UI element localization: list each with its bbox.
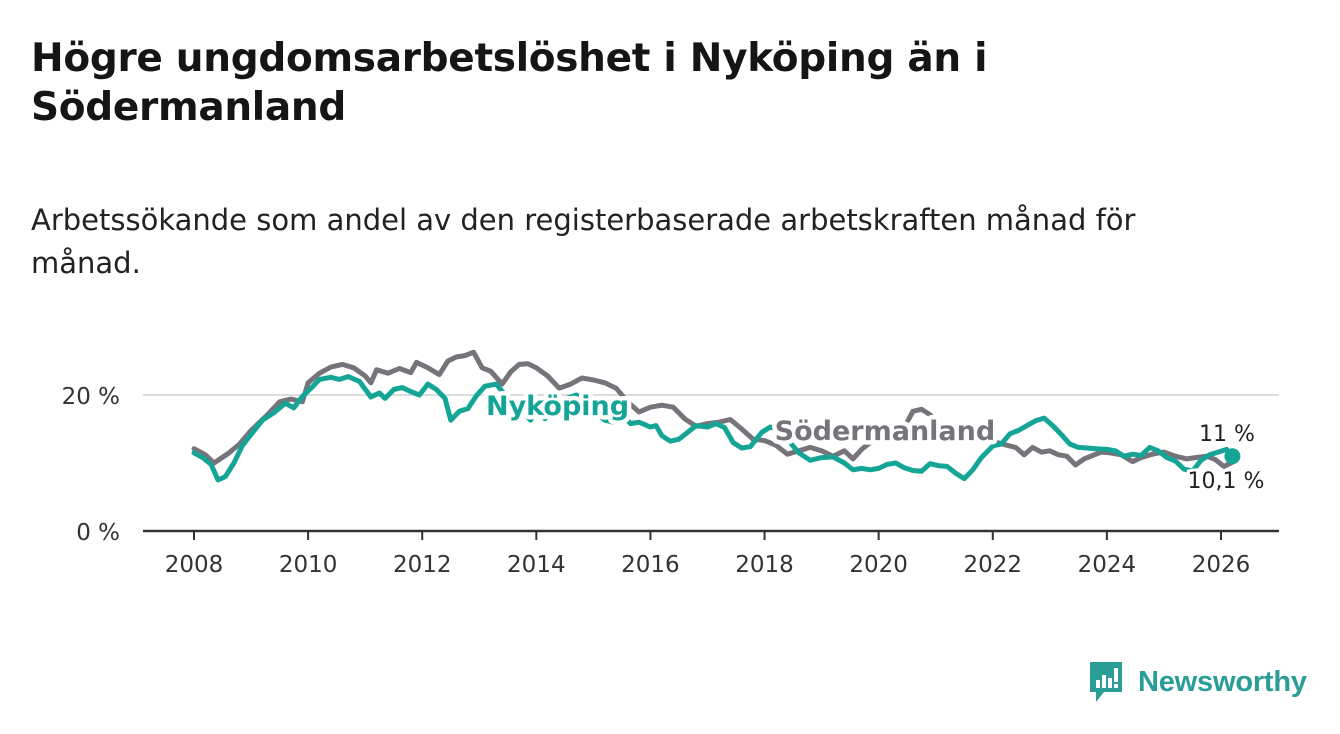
chart-title: Högre ungdomsarbetslöshet i Nyköping än … — [31, 36, 988, 130]
end-label-sodermanland: 10,1 % — [1188, 469, 1265, 494]
chart-subtitle: Arbetssökande som andel av den registerb… — [31, 203, 1136, 280]
brand-name: Newsworthy — [1138, 665, 1307, 698]
x-tick-label: 2018 — [735, 552, 794, 578]
chart-labels: Nyköping Södermanland 11 % 10,1 % — [481, 387, 1267, 498]
x-tick-label: 2026 — [1192, 552, 1251, 578]
x-axis: 2008 2010 2012 2014 2016 2018 2020 2022 2024 2026 — [143, 529, 1279, 578]
end-label-nykoping: 11 % — [1199, 422, 1255, 447]
x-tick-label: 2012 — [393, 552, 452, 578]
series-label-nykoping: Nyköping — [486, 391, 629, 422]
brand-logo: Newsworthy — [1088, 660, 1307, 704]
series-label-sodermanland: Södermanland — [775, 416, 996, 447]
x-tick-label: 2014 — [507, 552, 566, 578]
x-tick-label: 2024 — [1078, 552, 1137, 578]
series-line-nykoping — [191, 374, 1235, 483]
series-line-sodermanland — [191, 349, 1235, 469]
x-tick-label: 2016 — [621, 552, 680, 578]
newsworthy-logo-icon — [1090, 662, 1122, 702]
chart-series — [191, 349, 1241, 483]
grid-lines: 0 % 20 % — [62, 384, 1279, 546]
x-tick-label: 2010 — [279, 552, 338, 578]
x-tick-label: 2008 — [165, 552, 224, 578]
x-tick-label: 2020 — [849, 552, 908, 578]
x-tick-label: 2022 — [964, 552, 1023, 578]
series-end-marker — [1224, 448, 1241, 465]
y-tick-label: 0 % — [76, 520, 120, 546]
y-tick-label: 20 % — [62, 384, 120, 410]
